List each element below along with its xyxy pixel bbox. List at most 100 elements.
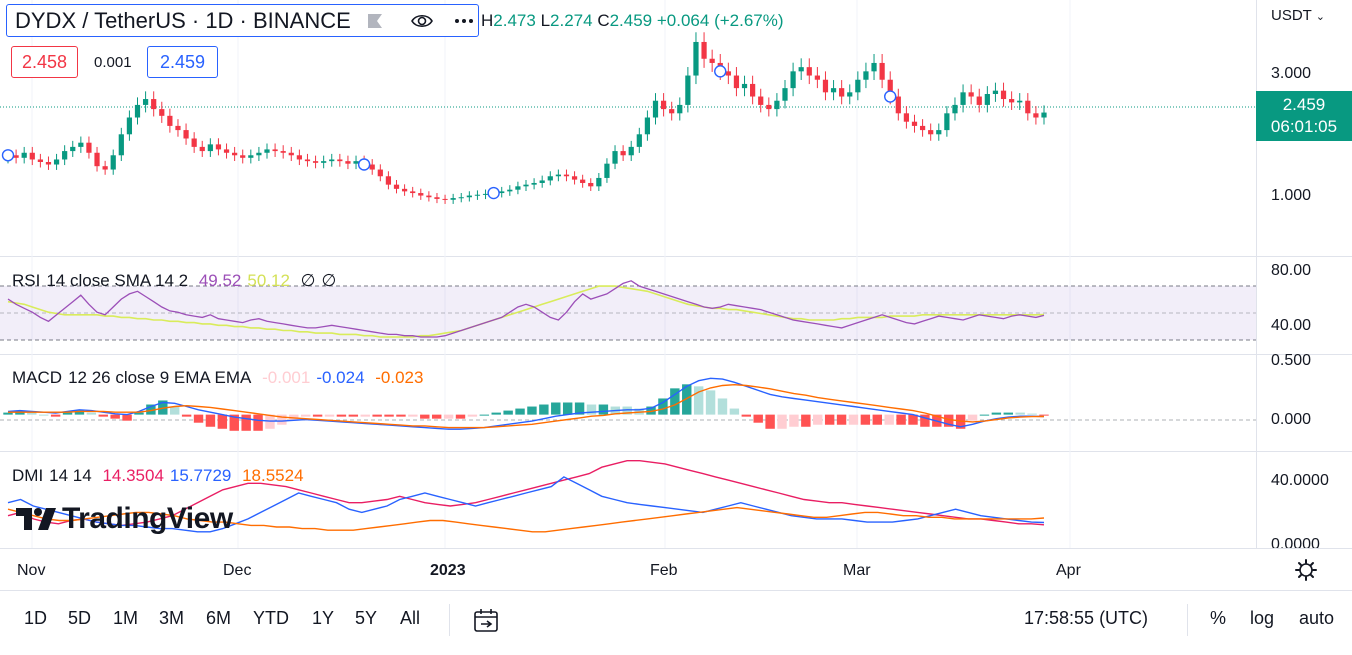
macd-histogram-bar <box>479 414 490 416</box>
range-button-1m[interactable]: 1M <box>113 608 139 628</box>
settings-gear-icon[interactable] <box>1295 559 1317 581</box>
event-markers[interactable] <box>1 65 897 200</box>
macd-histogram-bar <box>884 414 894 425</box>
symbol-header[interactable]: DYDX / TetherUS · 1D · BINANCE <box>6 4 479 37</box>
event-marker[interactable] <box>1 149 15 162</box>
event-marker[interactable] <box>884 90 897 103</box>
macd-histogram-bar <box>705 390 716 415</box>
range-button-5y[interactable]: 5Y <box>355 608 378 628</box>
range-button-1d[interactable]: 1D <box>24 608 48 628</box>
candle-body <box>151 99 157 110</box>
candle-body <box>401 188 408 192</box>
macd-histogram-bar <box>372 414 382 417</box>
candle-body <box>701 41 707 59</box>
percent-scale-button[interactable]: % <box>1210 608 1227 628</box>
candle-body <box>523 184 529 187</box>
rsi-sma-value: 50.12 <box>247 271 290 290</box>
candlestick-series[interactable] <box>5 32 1047 204</box>
utc-clock[interactable]: 17:58:55 (UTC) <box>1024 608 1149 628</box>
candle-body <box>1041 112 1047 118</box>
price-tick: 1.000 <box>1271 187 1312 204</box>
range-button-5d[interactable]: 5D <box>68 608 92 628</box>
more-dots-icon[interactable] <box>452 12 476 30</box>
macd-histogram-bar <box>1015 412 1025 415</box>
range-button-6m[interactable]: 6M <box>206 608 232 628</box>
macd-histogram-bar <box>1039 414 1049 416</box>
range-button-ytd[interactable]: YTD <box>253 608 289 628</box>
candle-body <box>126 117 133 135</box>
event-marker[interactable] <box>487 186 500 200</box>
candle-body <box>45 161 52 165</box>
macd-histogram-bar <box>491 412 501 415</box>
adx-line <box>7 506 1045 533</box>
candle-body <box>733 75 740 89</box>
macd-title: MACD <box>12 368 63 387</box>
sell-button[interactable]: 2.458 <box>11 46 78 78</box>
currency-selector[interactable]: USDT ⌄ <box>1271 7 1325 24</box>
candle-body <box>677 104 683 114</box>
macd-histogram-bar <box>765 414 775 429</box>
range-button-3m[interactable]: 3M <box>159 608 185 628</box>
candle-body <box>296 155 302 160</box>
flag-icon[interactable] <box>367 13 383 29</box>
chevron-down-icon: ⌄ <box>1315 11 1325 23</box>
log-scale-button[interactable]: log <box>1250 608 1275 628</box>
candle-body <box>215 144 222 150</box>
candle-body <box>507 189 513 192</box>
macd-histogram-bar <box>420 414 430 419</box>
dmi-legend[interactable]: DMI 14 14 14.3504 15.7729 18.5524 <box>12 466 310 486</box>
dmi-plus-value: 14.3504 <box>102 466 164 485</box>
macd-legend[interactable]: MACD 12 26 close 9 EMA EMA -0.001 -0.024 -… <box>12 368 429 388</box>
candle-body <box>175 125 181 131</box>
toolbar-divider <box>1187 604 1188 636</box>
macd-histogram-bar <box>134 412 144 415</box>
auto-scale-button[interactable]: auto <box>1299 608 1335 628</box>
range-button-1y[interactable]: 1Y <box>312 608 335 628</box>
macd-histogram-bar <box>777 414 787 429</box>
candle-body <box>199 146 205 152</box>
candle-body <box>393 184 400 189</box>
macd-histogram-bar <box>348 414 359 417</box>
macd-histogram-bar <box>455 414 466 419</box>
ohlc-close: 2.459 <box>609 11 653 30</box>
macd-histogram-bar <box>3 412 13 415</box>
candle-body <box>709 58 715 63</box>
tradingview-logo[interactable]: TradingView <box>16 502 233 536</box>
range-button-all[interactable]: All <box>400 608 421 628</box>
candle-body <box>474 194 481 196</box>
rsi-legend[interactable]: RSI 14 close SMA 14 2 49.52 50.12 ∅ ∅ <box>12 271 342 291</box>
macd-histogram-bar <box>670 388 680 415</box>
macd-value: -0.024 <box>316 368 365 387</box>
candle-body <box>102 166 108 170</box>
symbol-title[interactable]: DYDX / TetherUS · 1D · BINANCE <box>15 7 351 33</box>
time-tick: Apr <box>1056 562 1081 579</box>
eye-icon[interactable] <box>410 12 434 30</box>
macd-histogram-bar <box>98 414 108 417</box>
candle-body <box>830 88 837 93</box>
macd-histogram-bar <box>813 414 823 425</box>
goto-date-icon[interactable] <box>473 608 501 634</box>
candle-body <box>466 195 472 198</box>
macd-histogram-bar <box>1003 412 1013 415</box>
candle-body <box>863 71 869 80</box>
candle-body <box>94 152 100 167</box>
macd-histogram-bar <box>467 414 478 417</box>
candle-body <box>256 152 262 156</box>
macd-histogram-bar <box>848 414 859 425</box>
buy-button[interactable]: 2.459 <box>147 46 218 78</box>
toolbar-divider <box>449 604 450 636</box>
event-marker[interactable] <box>714 65 727 78</box>
rsi-tick: 80.00 <box>1271 262 1312 279</box>
rsi-title: RSI <box>12 271 41 290</box>
ohlc-high: 2.473 <box>493 11 536 30</box>
macd-params: 12 26 close 9 EMA EMA <box>68 368 252 387</box>
candle-body <box>312 161 319 163</box>
candle-body <box>814 75 820 80</box>
macd-histogram-bar <box>443 414 454 419</box>
dmi-tick: 0.0000 <box>1271 536 1320 548</box>
event-marker[interactable] <box>357 158 371 171</box>
macd-histogram-bar <box>836 414 847 425</box>
candle-body <box>191 138 197 147</box>
